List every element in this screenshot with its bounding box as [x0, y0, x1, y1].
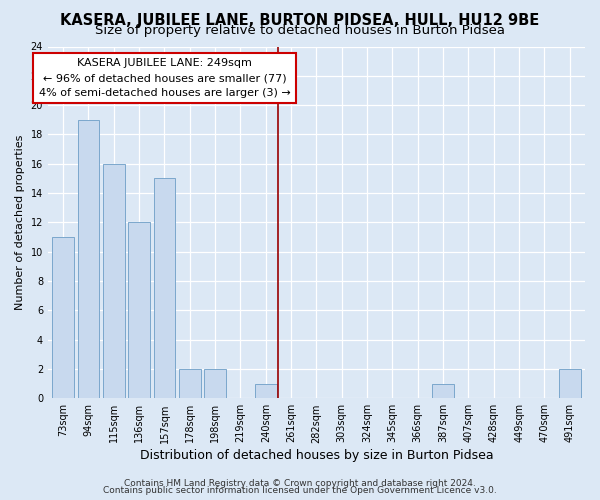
Text: Contains public sector information licensed under the Open Government Licence v3: Contains public sector information licen…	[103, 486, 497, 495]
Text: KASERA, JUBILEE LANE, BURTON PIDSEA, HULL, HU12 9BE: KASERA, JUBILEE LANE, BURTON PIDSEA, HUL…	[61, 12, 539, 28]
Bar	[154, 178, 175, 398]
Bar	[433, 384, 454, 398]
X-axis label: Distribution of detached houses by size in Burton Pidsea: Distribution of detached houses by size …	[140, 450, 493, 462]
Y-axis label: Number of detached properties: Number of detached properties	[15, 134, 25, 310]
Bar	[205, 369, 226, 398]
Bar	[52, 237, 74, 398]
Text: Size of property relative to detached houses in Burton Pidsea: Size of property relative to detached ho…	[95, 24, 505, 37]
Bar	[77, 120, 99, 398]
Bar	[559, 369, 581, 398]
Bar	[128, 222, 150, 398]
Bar	[179, 369, 200, 398]
Text: KASERA JUBILEE LANE: 249sqm
← 96% of detached houses are smaller (77)
4% of semi: KASERA JUBILEE LANE: 249sqm ← 96% of det…	[38, 58, 290, 98]
Text: Contains HM Land Registry data © Crown copyright and database right 2024.: Contains HM Land Registry data © Crown c…	[124, 478, 476, 488]
Bar	[255, 384, 277, 398]
Bar	[103, 164, 125, 398]
